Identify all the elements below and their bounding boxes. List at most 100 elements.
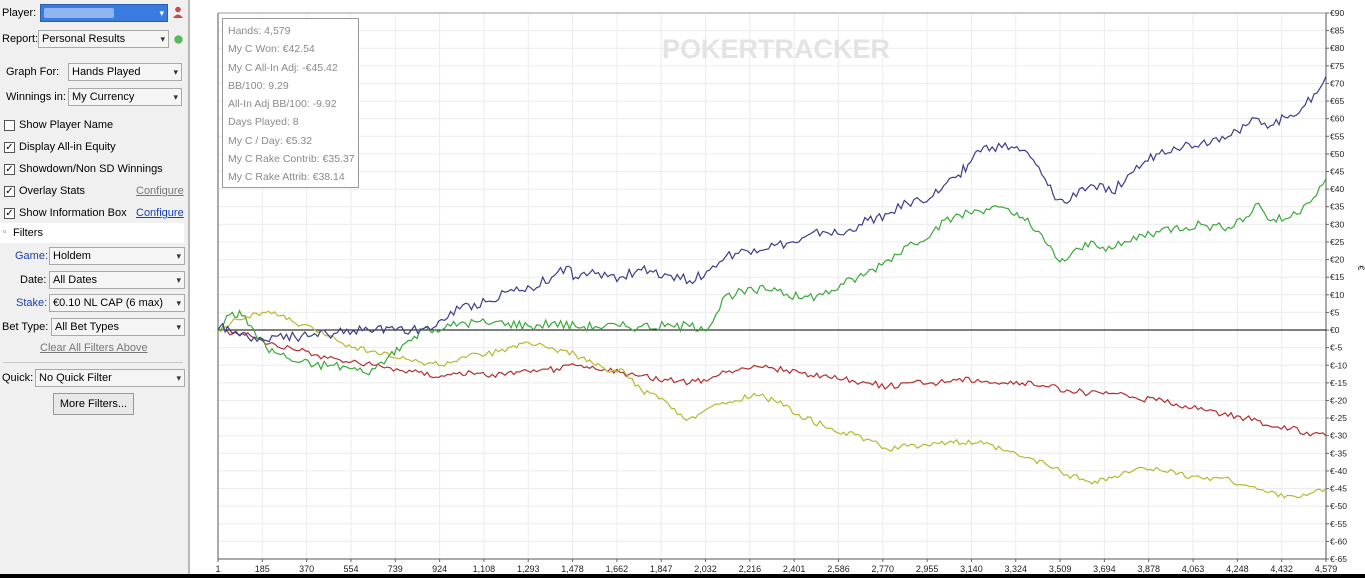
winnings-in-select[interactable]: My Currency ▾	[68, 88, 182, 106]
series-line-non-showdown	[217, 328, 1327, 437]
chevron-down-icon: ▾	[173, 67, 178, 77]
checkbox-box[interactable]	[4, 119, 15, 131]
chevron-down-icon: ▾	[160, 34, 165, 44]
y-tick-label: €10	[1330, 290, 1344, 300]
y-tick-label: €75	[1330, 61, 1344, 71]
information-box: Hands: 4,579 My C Won: €42.54 My C All-I…	[222, 18, 359, 188]
x-tick-label: 370	[299, 564, 314, 574]
x-tick-label: 3,324	[1004, 564, 1027, 574]
showdown-winnings-checkbox[interactable]: ✓ Showdown/Non SD Winnings	[4, 160, 163, 178]
more-filters-button[interactable]: More Filters...	[53, 393, 134, 415]
chevron-down-icon: ▾	[176, 322, 181, 332]
graph-for-value: Hands Played	[72, 66, 141, 78]
series-line-allin-adj	[217, 310, 1327, 499]
x-tick-label: 3,509	[1049, 564, 1072, 574]
x-tick-label: 924	[432, 564, 447, 574]
overlay-stats-checkbox[interactable]: ✓ Overlay Stats	[4, 182, 85, 200]
y-tick-label: €55	[1330, 131, 1344, 141]
y-tick-label: €-5	[1330, 343, 1343, 353]
graph-for-select[interactable]: Hands Played ▾	[68, 63, 182, 81]
bet-type-select[interactable]: All Bet Types ▾	[51, 318, 185, 336]
y-tick-label: €-30	[1330, 431, 1347, 441]
chevron-down-icon: ▾	[176, 298, 181, 308]
collapse-icon[interactable]: ▫	[3, 226, 7, 236]
quick-filter-select[interactable]: No Quick Filter ▾	[35, 369, 185, 387]
series-line-showdown	[218, 178, 1327, 376]
show-information-box-checkbox[interactable]: ✓ Show Information Box	[4, 204, 127, 222]
clear-filters-link[interactable]: Clear All Filters Above	[40, 342, 148, 354]
x-tick-label: 2,032	[694, 564, 717, 574]
y-tick-label: €-60	[1330, 536, 1347, 546]
quick-label: Quick:	[2, 372, 34, 384]
y-tick-label: €-10	[1330, 360, 1347, 370]
y-tick-label: €5	[1330, 307, 1340, 317]
y-tick-label: €15	[1330, 272, 1344, 282]
x-tick-label: 4,248	[1226, 564, 1249, 574]
quick-filter-value: No Quick Filter	[39, 372, 112, 384]
graph-for-label: Graph For:	[6, 66, 60, 78]
filters-header[interactable]: ▫ Filters	[0, 223, 184, 243]
date-label: Date:	[20, 274, 47, 286]
overlay-configure-link[interactable]: Configure	[136, 185, 184, 197]
display-allin-equity-checkbox[interactable]: ✓ Display All-in Equity	[4, 138, 116, 156]
checkbox-box[interactable]: ✓	[4, 163, 15, 175]
y-tick-label: €-50	[1330, 501, 1347, 511]
date-value: All Dates	[53, 274, 98, 286]
info-per-day: My C / Day: €5.32	[228, 134, 313, 147]
x-tick-label: 1,478	[561, 564, 584, 574]
info-hands: Hands: 4,579	[228, 25, 291, 37]
info-rake-contrib: My C Rake Contrib: €35.37	[228, 153, 355, 166]
series-line-won	[217, 76, 1327, 343]
y-tick-label: €40	[1330, 184, 1344, 194]
winnings-in-label: Winnings in:	[6, 91, 66, 103]
x-tick-label: 2,770	[872, 564, 895, 574]
user-icon[interactable]	[173, 6, 183, 18]
x-tick-label: 185	[255, 564, 270, 574]
show-player-name-checkbox[interactable]: Show Player Name	[4, 116, 113, 134]
pokertracker-logo: POKERTRACKER	[662, 34, 891, 64]
y-tick-label: €85	[1330, 26, 1344, 36]
stake-value: €0.10 NL CAP (6 max)	[53, 297, 164, 309]
info-won: My C Won: €42.54	[228, 43, 315, 56]
y-tick-label: €-25	[1330, 413, 1347, 423]
divider	[3, 362, 183, 363]
winnings-in-value: My Currency	[72, 91, 135, 103]
y-tick-label: €70	[1330, 78, 1344, 88]
y-tick-label: €25	[1330, 237, 1344, 247]
y-axis-label: €	[1356, 265, 1365, 270]
checkbox-label: Showdown/Non SD Winnings	[19, 163, 163, 175]
report-label: Report:	[2, 33, 39, 45]
x-tick-label: 1,108	[473, 564, 496, 574]
y-tick-label: €-55	[1330, 519, 1347, 529]
x-tick-label: 3,140	[960, 564, 983, 574]
y-tick-label: €-20	[1330, 395, 1347, 405]
y-tick-label: €0	[1330, 325, 1340, 335]
date-select[interactable]: All Dates ▾	[49, 271, 185, 289]
player-select[interactable]: ▾	[40, 4, 168, 22]
report-select[interactable]: Personal Results ▾	[38, 30, 169, 48]
x-tick-label: 2,955	[916, 564, 939, 574]
info-bb100: BB/100: 9.29	[228, 79, 289, 92]
chevron-down-icon: ▾	[173, 92, 178, 102]
stake-select[interactable]: €0.10 NL CAP (6 max) ▾	[49, 294, 185, 312]
y-tick-label: €-15	[1330, 378, 1347, 388]
y-tick-label: €-40	[1330, 466, 1347, 476]
checkbox-label: Show Player Name	[19, 119, 114, 131]
chevron-down-icon: ▾	[176, 251, 181, 261]
game-select[interactable]: Holdem ▾	[49, 247, 185, 265]
game-value: Holdem	[53, 250, 91, 262]
y-tick-label: €-65	[1330, 554, 1347, 564]
checkbox-box[interactable]: ✓	[4, 185, 15, 197]
checkbox-box[interactable]: ✓	[4, 141, 15, 153]
x-tick-label: 4,063	[1182, 564, 1205, 574]
x-tick-label: 1,293	[517, 564, 540, 574]
refresh-icon[interactable]	[174, 35, 183, 44]
y-tick-label: €45	[1330, 167, 1344, 177]
checkbox-box[interactable]: ✓	[4, 207, 15, 219]
chevron-down-icon: ▾	[176, 275, 181, 285]
info-configure-link[interactable]: Configure	[136, 207, 184, 219]
x-tick-label: 2,586	[827, 564, 850, 574]
sidebar: Player: ▾ Report: Personal Results ▾ Gra…	[0, 0, 190, 574]
chevron-down-icon: ▾	[176, 373, 181, 383]
